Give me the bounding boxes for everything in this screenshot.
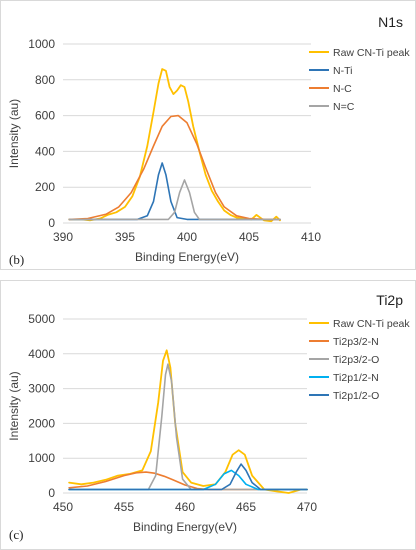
y-tick-label: 5000 — [28, 312, 55, 326]
series-line-raw-cn-ti-peak — [68, 349, 308, 494]
x-tick-label: 395 — [115, 230, 135, 244]
y-tick-label: 600 — [35, 109, 55, 123]
x-axis-title: Binding Energy(eV) — [135, 250, 239, 264]
y-tick-label: 2000 — [28, 416, 55, 430]
x-tick-label: 460 — [175, 500, 195, 514]
legend-label: Ti2p3/2-O — [333, 354, 379, 366]
y-tick-label: 3000 — [28, 382, 55, 396]
legend-label: N=C — [333, 101, 355, 113]
panel-label: (c) — [9, 527, 23, 542]
chart-title: N1s — [378, 14, 403, 30]
x-tick-label: 455 — [114, 500, 134, 514]
y-tick-label: 800 — [35, 73, 55, 87]
x-axis-title: Binding Energy(eV) — [133, 520, 237, 534]
y-axis-title: Intensity (au) — [7, 371, 21, 440]
legend-label: Ti2p3/2-N — [333, 336, 379, 348]
series-line-n-c — [68, 179, 281, 221]
legend-label: N-Ti — [333, 65, 352, 77]
legend-label: N-C — [333, 83, 352, 95]
y-tick-label: 400 — [35, 144, 55, 158]
x-tick-label: 390 — [53, 230, 73, 244]
legend-label: Ti2p1/2-N — [333, 372, 379, 384]
x-tick-label: 465 — [236, 500, 256, 514]
panel-label: (b) — [9, 252, 24, 267]
legend-label: Raw CN-Ti peak — [333, 47, 410, 59]
x-tick-label: 470 — [297, 500, 317, 514]
ti2p-chart: 0 1000 2000 3000 4000 5000 450 455 460 465 470 Bind… — [7, 292, 410, 542]
y-tick-label: 1000 — [28, 451, 55, 465]
y-tick-label: 0 — [48, 486, 55, 500]
x-tick-label: 410 — [301, 230, 321, 244]
legend-label: Ti2p1/2-O — [333, 390, 379, 402]
series-line-ti2p1-2-o — [68, 463, 308, 491]
ti2p-chart-panel: 0 1000 2000 3000 4000 5000 450 455 460 465 470 Bind… — [0, 280, 416, 550]
chart-title: Ti2p — [376, 292, 403, 308]
y-tick-label: 200 — [35, 180, 55, 194]
x-tick-label: 450 — [53, 500, 73, 514]
n1s-chart-panel: 0 200 400 600 800 1000 390 395 400 405 410 Binding … — [0, 0, 416, 270]
y-tick-label: 4000 — [28, 347, 55, 361]
x-tick-label: 400 — [177, 230, 197, 244]
y-tick-label: 1000 — [28, 37, 55, 51]
series-line-ti2p3-2-o — [68, 363, 308, 491]
series-line-n-ti — [68, 162, 281, 221]
series-line-n-c — [68, 114, 281, 221]
series-line-raw-cn-ti-peak — [68, 68, 281, 223]
legend-label: Raw CN-Ti peak — [333, 318, 410, 330]
x-tick-label: 405 — [239, 230, 259, 244]
series-line-ti2p1-2-n — [68, 469, 308, 491]
n1s-chart: 0 200 400 600 800 1000 390 395 400 405 410 Binding … — [7, 14, 410, 267]
y-axis-title: Intensity (au) — [7, 99, 21, 168]
y-tick-label: 0 — [48, 216, 55, 230]
